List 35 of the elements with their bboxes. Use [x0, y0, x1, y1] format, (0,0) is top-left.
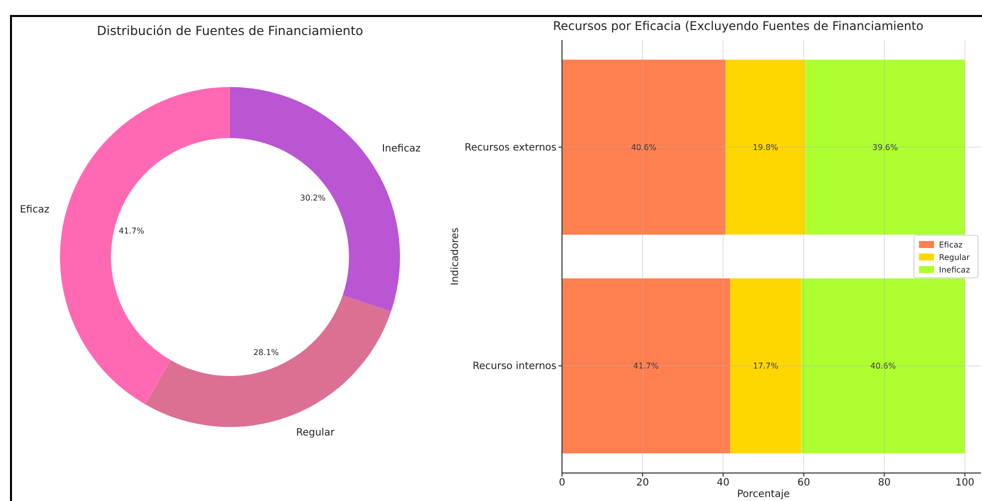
x-tick-label: 100	[955, 478, 974, 489]
slice-label: Regular	[296, 427, 336, 438]
x-axis-title: Porcentaje	[737, 489, 790, 500]
data-label: 28.1%	[253, 348, 280, 358]
x-tick-label: 80	[878, 478, 891, 489]
x-tick-label: 0	[558, 478, 566, 489]
bar	[726, 60, 806, 235]
bar	[730, 278, 802, 454]
legend-label: Regular	[939, 252, 970, 262]
slice-label: Ineficaz	[382, 144, 421, 155]
data-label: 41.7%	[633, 362, 660, 371]
data-label: 40.6%	[631, 142, 657, 152]
data-label: 17.7%	[752, 362, 779, 371]
data-label: 19.8%	[752, 142, 779, 152]
donut-slice	[145, 295, 392, 427]
slice-label: Eficaz	[20, 204, 50, 216]
bar	[562, 278, 730, 454]
y-axis-title: Indicadores	[450, 228, 461, 286]
x-tick-label: 60	[797, 478, 810, 489]
x-tick-label: 20	[636, 478, 649, 489]
legend-label: Ineficaz	[939, 265, 970, 274]
data-label: 30.2%	[300, 193, 326, 202]
legend-label: Eficaz	[939, 240, 963, 250]
bar	[801, 278, 965, 454]
y-tick-label: Recursos externos	[464, 142, 556, 154]
y-tick-label: Recurso internos	[472, 361, 556, 372]
bar	[562, 60, 726, 235]
data-label: 39.6%	[872, 142, 898, 152]
chart-title: Recursos por Eficacia (Excluyendo Fuentes de Financiamiento	[553, 19, 924, 33]
x-tick-label: 40	[716, 478, 730, 489]
data-label: 40.6%	[870, 362, 896, 371]
data-label: 41.7%	[118, 226, 145, 236]
bar	[805, 60, 965, 235]
chart-title: Distribución de Fuentes de Financiamiento	[96, 23, 364, 38]
donut-slice	[60, 87, 230, 404]
